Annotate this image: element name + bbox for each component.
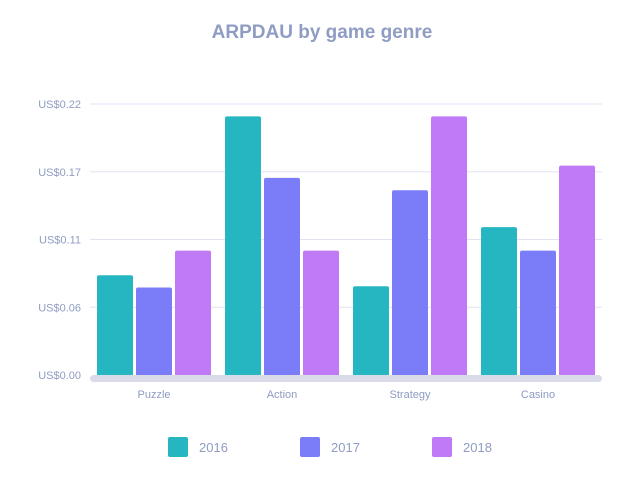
x-tick-label: Puzzle: [137, 389, 170, 401]
y-tick-label: US$0.11: [39, 235, 81, 247]
bar-strategy-2018: [431, 116, 467, 378]
legend-label: 2017: [331, 440, 360, 455]
y-tick-label: US$0.06: [38, 302, 81, 314]
bar-casino-2018: [559, 165, 595, 377]
x-axis-baseline: [90, 375, 602, 382]
x-axis-ticks: Puzzle Action Strategy Casino: [137, 389, 555, 401]
x-tick-label: Action: [267, 389, 298, 401]
bar-strategy-2016: [353, 286, 389, 377]
legend-label: 2018: [463, 440, 492, 455]
bar-action-2018: [303, 250, 339, 377]
y-tick-label: US$0.00: [38, 370, 81, 382]
legend-label: 2016: [199, 440, 228, 455]
bar-puzzle-2016: [97, 275, 133, 377]
legend-swatch: [168, 437, 188, 457]
y-tick-label: US$0.17: [38, 167, 81, 179]
legend-swatch: [432, 437, 452, 457]
y-tick-label: US$0.22: [38, 99, 81, 111]
legend-swatch: [300, 437, 320, 457]
bar-puzzle-2017: [136, 287, 172, 377]
bars: [97, 116, 595, 378]
legend: 2016 2017 2018: [168, 437, 492, 457]
bar-strategy-2017: [392, 190, 428, 377]
bar-casino-2016: [481, 227, 517, 377]
bar-casino-2017: [520, 250, 556, 377]
bar-action-2017: [264, 177, 300, 377]
bar-puzzle-2018: [175, 250, 211, 377]
x-tick-label: Strategy: [390, 389, 431, 401]
chart-title: ARPDAU by game genre: [212, 22, 433, 43]
bar-action-2016: [225, 116, 261, 378]
x-tick-label: Casino: [521, 389, 555, 401]
y-axis-ticks: US$0.00 US$0.06 US$0.11 US$0.17 US$0.22: [38, 99, 81, 382]
